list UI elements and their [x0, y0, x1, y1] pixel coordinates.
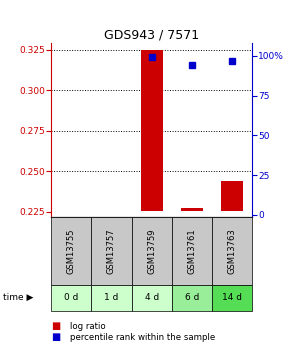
- Title: GDS943 / 7571: GDS943 / 7571: [104, 29, 199, 42]
- Text: ■: ■: [51, 321, 61, 331]
- Text: GSM13761: GSM13761: [187, 228, 196, 274]
- Text: percentile rank within the sample: percentile rank within the sample: [70, 333, 216, 342]
- Bar: [141, 50, 163, 211]
- Bar: [91, 217, 132, 285]
- Bar: [51, 285, 91, 310]
- Text: 14 d: 14 d: [222, 293, 242, 302]
- Text: 0 d: 0 d: [64, 293, 79, 302]
- Text: GSM13763: GSM13763: [227, 228, 236, 274]
- Text: GSM13759: GSM13759: [147, 228, 156, 274]
- Text: ■: ■: [51, 333, 61, 342]
- Text: log ratio: log ratio: [70, 322, 106, 331]
- Text: GSM13757: GSM13757: [107, 228, 116, 274]
- Bar: [132, 217, 172, 285]
- Text: GSM13755: GSM13755: [67, 228, 76, 274]
- Bar: [172, 285, 212, 310]
- Text: time ▶: time ▶: [3, 293, 33, 302]
- Bar: [212, 217, 252, 285]
- Bar: [212, 285, 252, 310]
- Text: 6 d: 6 d: [185, 293, 199, 302]
- Bar: [132, 285, 172, 310]
- Bar: [172, 217, 212, 285]
- Bar: [91, 285, 132, 310]
- Bar: [51, 217, 91, 285]
- Text: 4 d: 4 d: [144, 293, 159, 302]
- Bar: [181, 208, 203, 211]
- Bar: [221, 181, 243, 211]
- Text: 1 d: 1 d: [104, 293, 119, 302]
